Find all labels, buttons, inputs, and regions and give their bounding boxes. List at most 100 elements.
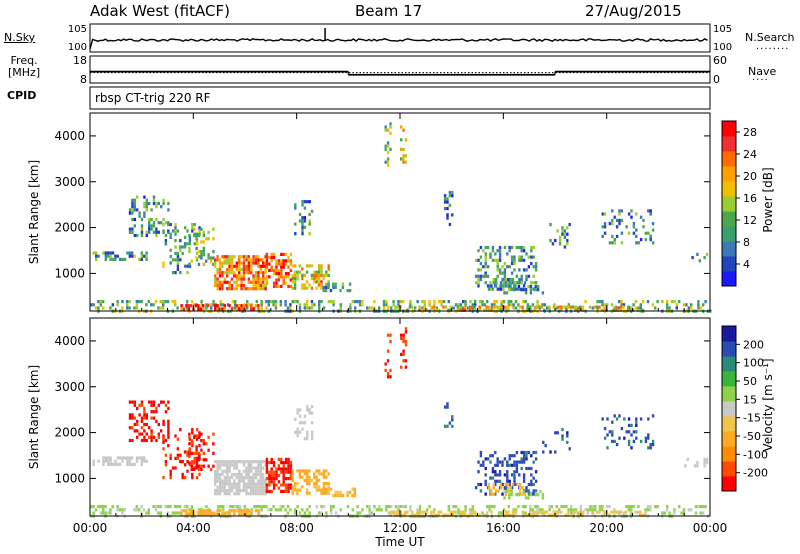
power-cell xyxy=(186,300,189,304)
velocity-cell xyxy=(193,435,196,439)
power-cell xyxy=(690,303,693,307)
power-cell xyxy=(230,261,234,265)
power-cell xyxy=(497,287,500,291)
power-cell xyxy=(218,274,222,278)
power-cell xyxy=(259,258,262,262)
power-panel-frame xyxy=(89,112,711,312)
power-cell xyxy=(639,215,643,219)
power-cell xyxy=(644,231,648,235)
power-cell xyxy=(131,211,134,215)
velocity-cell xyxy=(164,505,167,509)
power-cell xyxy=(143,195,146,199)
velocity-cell xyxy=(567,508,570,512)
velocity-cell xyxy=(164,453,168,457)
power-cell xyxy=(262,258,265,262)
velocity-cell xyxy=(303,421,307,425)
power-cell xyxy=(516,287,519,291)
power-cell xyxy=(223,255,226,259)
velocity-cell xyxy=(579,505,582,509)
velocity-cell xyxy=(308,478,311,482)
power-cell xyxy=(510,255,514,259)
velocity-cell xyxy=(252,488,255,493)
velocity-cell xyxy=(306,405,309,409)
power-cell xyxy=(298,306,302,310)
power-cell xyxy=(703,256,706,260)
velocity-cell xyxy=(579,513,582,517)
velocity-cell xyxy=(216,472,219,477)
power-cell xyxy=(230,264,234,268)
velocity-cell xyxy=(254,472,258,477)
velocity-cell xyxy=(525,450,528,455)
power-cell xyxy=(631,308,635,312)
velocity-cell xyxy=(102,505,105,509)
power-cell xyxy=(145,254,148,258)
velocity-cell xyxy=(579,508,582,512)
power-cell xyxy=(212,227,215,231)
velocity-cell xyxy=(238,512,241,516)
velocity-cell xyxy=(494,473,497,477)
power-cell xyxy=(265,300,268,304)
power-colorbar-swatch xyxy=(722,256,736,272)
power-cell xyxy=(145,230,148,234)
velocity-cell xyxy=(284,467,288,471)
power-cell xyxy=(230,255,234,259)
power-cell xyxy=(171,229,175,233)
power-cell xyxy=(188,242,192,246)
power-cell xyxy=(268,256,271,260)
power-cell xyxy=(306,300,309,304)
power-cell xyxy=(603,222,607,226)
power-cell xyxy=(389,125,392,129)
power-cell xyxy=(402,147,405,151)
power-cell xyxy=(520,245,523,250)
velocity-cell xyxy=(289,473,293,477)
power-cell xyxy=(642,225,645,229)
power-cell xyxy=(230,283,234,288)
velocity-cell xyxy=(532,492,535,496)
power-cell xyxy=(131,201,134,206)
power-cell xyxy=(259,280,262,284)
velocity-cell xyxy=(277,457,281,461)
power-cell xyxy=(190,300,194,304)
velocity-cell xyxy=(339,508,342,512)
velocity-cell xyxy=(221,463,224,467)
velocity-cell xyxy=(195,445,198,449)
power-cell xyxy=(277,259,281,263)
power-colorbar-tick-label: 24 xyxy=(743,148,757,161)
power-cell xyxy=(617,308,620,312)
power-cell xyxy=(121,257,124,261)
power-cell xyxy=(202,307,205,311)
power-cell xyxy=(534,265,538,269)
velocity-cell xyxy=(489,460,492,464)
velocity-cell xyxy=(136,419,139,423)
power-cell xyxy=(262,277,265,281)
velocity-cell xyxy=(226,460,229,464)
power-cell xyxy=(257,274,260,278)
velocity-cell xyxy=(268,473,271,477)
power-cell xyxy=(418,305,421,309)
power-colorbar-swatch xyxy=(722,181,736,197)
velocity-cell xyxy=(639,417,643,421)
velocity-cell xyxy=(586,508,590,512)
velocity-cell xyxy=(167,422,170,427)
power-cell xyxy=(529,291,533,295)
power-cell xyxy=(306,306,309,310)
power-cell xyxy=(180,307,183,311)
power-colorbar-swatch xyxy=(722,196,736,212)
velocity-cell xyxy=(265,464,269,468)
power-cell xyxy=(464,303,467,307)
velocity-cell xyxy=(247,512,250,516)
velocity-cell xyxy=(268,480,271,484)
velocity-cell xyxy=(257,488,260,493)
velocity-cell xyxy=(214,460,217,464)
power-cell xyxy=(339,303,342,307)
power-cell xyxy=(508,265,511,269)
power-cell xyxy=(495,305,498,309)
velocity-cell xyxy=(566,431,569,435)
velocity-cell xyxy=(228,512,231,516)
velocity-cell xyxy=(561,434,564,438)
velocity-cell xyxy=(515,450,519,455)
velocity-cell xyxy=(541,508,544,512)
velocity-cell xyxy=(128,438,132,443)
velocity-cell xyxy=(495,489,498,493)
velocity-cell xyxy=(430,513,433,517)
